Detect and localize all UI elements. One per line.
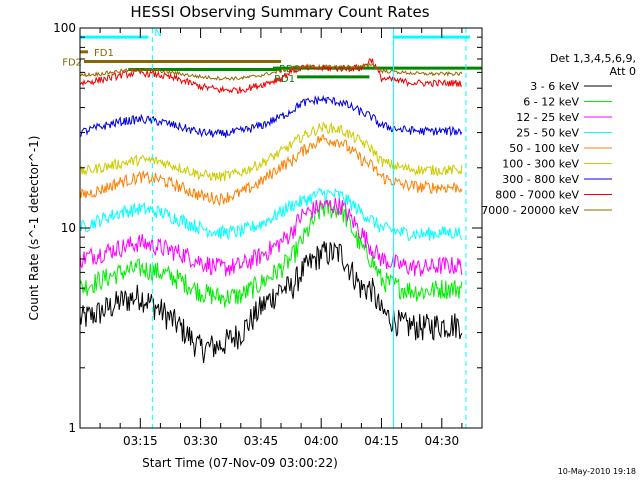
legend-header: Det 1,3,4,5,6,9, <box>550 52 636 65</box>
footer-timestamp: 10-May-2010 19:18 <box>558 467 636 476</box>
legend-entry-label: 25 - 50 keV <box>516 127 579 140</box>
x-axis: 03:15 03:30 03:45 04:00 04:15 04:30 <box>99 28 463 448</box>
series-line <box>79 62 463 81</box>
flag-label: FD2 <box>62 57 82 68</box>
legend-entry-label: 7000 - 20000 keV <box>481 204 579 217</box>
flag-label: FD1 <box>94 48 114 59</box>
series-line <box>79 121 463 182</box>
legend-entry-label: 300 - 800 keV <box>502 173 579 186</box>
series-line <box>79 133 463 207</box>
legend-entry-label: 6 - 12 keV <box>523 96 579 109</box>
legend-entry-label: 50 - 100 keV <box>509 142 579 155</box>
legend-entry-label: 12 - 25 keV <box>516 111 579 124</box>
legend-entry-label: 3 - 6 keV <box>530 80 579 93</box>
flag-label: N <box>154 28 161 39</box>
flag-label: RD1 <box>274 74 295 85</box>
series-line <box>79 241 463 363</box>
y-axis-label: Count Rate (s^-1 detector^-1) <box>27 136 41 321</box>
legend-header: Att 0 <box>610 65 636 78</box>
x-tick-label: 03:30 <box>183 434 218 448</box>
y-tick-label: 100 <box>53 21 76 35</box>
y-tick-label: 10 <box>61 221 76 235</box>
series-line <box>79 58 463 95</box>
x-tick-label: 04:15 <box>364 434 399 448</box>
x-tick-label: 03:45 <box>244 434 279 448</box>
chart-title: HESSI Observing Summary Count Rates <box>130 3 429 21</box>
y-tick-label: 1 <box>68 421 76 435</box>
y-axis: 1 10 100 <box>53 21 482 435</box>
legend-entry-label: 800 - 7000 keV <box>495 189 579 202</box>
series-line <box>79 94 463 138</box>
series-layer <box>79 58 463 363</box>
x-tick-label: 04:00 <box>304 434 339 448</box>
series-line <box>79 197 463 277</box>
x-tick-label: 04:30 <box>425 434 460 448</box>
legend-entry-label: 100 - 300 keV <box>502 158 579 171</box>
legend: Det 1,3,4,5,6,9,Att 0 3 - 6 keV 6 - 12 keV… <box>481 52 636 217</box>
series-line <box>79 187 463 241</box>
x-tick-label: 03:15 <box>123 434 158 448</box>
x-axis-label: Start Time (07-Nov-09 03:00:22) <box>142 456 338 470</box>
series-line <box>79 199 463 308</box>
